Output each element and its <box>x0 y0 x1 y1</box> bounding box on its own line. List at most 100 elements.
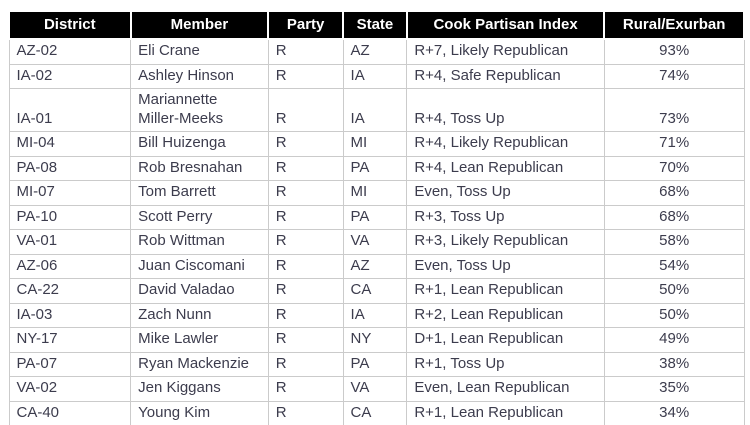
cell-state: PA <box>342 351 408 377</box>
cell-cook-partisan-index: R+3, Likely Republican <box>406 229 605 255</box>
cell-party: R <box>267 351 344 377</box>
cell-rural-exurban: 58% <box>603 229 745 255</box>
cell-rural-exurban: 68% <box>603 180 745 206</box>
cell-state: MI <box>342 131 408 157</box>
cell-rural-exurban: 70% <box>603 155 745 181</box>
cell-party: R <box>267 278 344 304</box>
cell-district: VA-01 <box>8 229 132 255</box>
cell-state: PA <box>342 204 408 230</box>
table-row: PA-08 Rob Bresnahan R PA R+4, Lean Republica… <box>8 155 745 181</box>
cell-member: Eli Crane <box>130 38 269 65</box>
cell-member: Rob Bresnahan <box>130 155 269 181</box>
cell-district: IA-02 <box>8 63 132 89</box>
cell-member: Jen Kiggans <box>130 376 269 402</box>
cell-cook-partisan-index: R+4, Likely Republican <box>406 131 605 157</box>
cell-cook-partisan-index: R+1, Toss Up <box>406 351 605 377</box>
cell-cook-partisan-index: R+1, Lean Republican <box>406 400 605 425</box>
cell-cook-partisan-index: R+1, Lean Republican <box>406 278 605 304</box>
cell-rural-exurban: 50% <box>603 302 745 328</box>
cell-cook-partisan-index: Even, Toss Up <box>406 253 605 279</box>
cell-state: IA <box>342 302 408 328</box>
cell-district: PA-08 <box>8 155 132 181</box>
cell-member: Rob Wittman <box>130 229 269 255</box>
cell-district: MI-04 <box>8 131 132 157</box>
cell-rural-exurban: 68% <box>603 204 745 230</box>
cell-party: R <box>267 38 344 65</box>
cell-member: Mariannette Miller-Meeks <box>130 88 269 132</box>
cell-rural-exurban: 54% <box>603 253 745 279</box>
cell-state: IA <box>342 63 408 89</box>
cell-cook-partisan-index: R+4, Safe Republican <box>406 63 605 89</box>
cell-cook-partisan-index: R+2, Lean Republican <box>406 302 605 328</box>
table-row: IA-03 Zach Nunn R IA R+2, Lean Republican 50% <box>8 302 745 328</box>
cell-member: Bill Huizenga <box>130 131 269 157</box>
column-header-member: Member <box>129 10 270 40</box>
cell-member: Zach Nunn <box>130 302 269 328</box>
cell-party: R <box>267 400 344 425</box>
cell-district: AZ-02 <box>8 38 132 65</box>
cell-district: CA-22 <box>8 278 132 304</box>
cell-state: PA <box>342 155 408 181</box>
cell-member: Ashley Hinson <box>130 63 269 89</box>
cell-party: R <box>267 131 344 157</box>
table-row: PA-07 Ryan Mackenzie R PA R+1, Toss Up 38% <box>8 351 745 377</box>
table-row: MI-04 Bill Huizenga R MI R+4, Likely Republi… <box>8 131 745 157</box>
cell-party: R <box>267 253 344 279</box>
cell-district: CA-40 <box>8 400 132 425</box>
column-header-party: Party <box>267 10 345 40</box>
table-row: VA-01 Rob Wittman R VA R+3, Likely Republica… <box>8 229 745 255</box>
cell-cook-partisan-index: R+7, Likely Republican <box>406 38 605 65</box>
cell-party: R <box>267 302 344 328</box>
header-row: District Member Party State Cook Partisa… <box>8 10 745 40</box>
cell-state: AZ <box>342 253 408 279</box>
column-header-district: District <box>8 10 132 40</box>
cell-cook-partisan-index: Even, Toss Up <box>406 180 605 206</box>
cell-member: Scott Perry <box>130 204 269 230</box>
table-row: NY-17 Mike Lawler R NY D+1, Lean Republican 4… <box>8 327 745 353</box>
column-header-state: State <box>342 10 408 40</box>
cell-rural-exurban: 38% <box>603 351 745 377</box>
house-members-table: District Member Party State Cook Partisa… <box>8 10 745 425</box>
cell-cook-partisan-index: Even, Lean Republican <box>406 376 605 402</box>
table-row: IA-01 Mariannette Miller-Meeks R IA R+4, Tos… <box>8 88 745 132</box>
cell-party: R <box>267 229 344 255</box>
column-header-cook-partisan-index: Cook Partisan Index <box>405 10 606 40</box>
cell-rural-exurban: 50% <box>603 278 745 304</box>
cell-district: PA-07 <box>8 351 132 377</box>
cell-cook-partisan-index: R+4, Toss Up <box>406 88 605 132</box>
cell-state: MI <box>342 180 408 206</box>
cell-member: Mike Lawler <box>130 327 269 353</box>
cell-member: Ryan Mackenzie <box>130 351 269 377</box>
table-row: AZ-06 Juan Ciscomani R AZ Even, Toss Up 54% <box>8 253 745 279</box>
table-row: AZ-02 Eli Crane R AZ R+7, Likely Republican 9… <box>8 38 745 65</box>
cell-member: Young Kim <box>130 400 269 425</box>
column-header-rural-exurban: Rural/Exurban <box>603 10 745 40</box>
cell-rural-exurban: 73% <box>603 88 745 132</box>
cell-state: NY <box>342 327 408 353</box>
table-row: MI-07 Tom Barrett R MI Even, Toss Up 68% <box>8 180 745 206</box>
cell-district: NY-17 <box>8 327 132 353</box>
cell-state: VA <box>342 376 408 402</box>
cell-state: IA <box>342 88 408 132</box>
table-body: AZ-02 Eli Crane R AZ R+7, Likely Republican 9… <box>8 38 745 425</box>
cell-rural-exurban: 49% <box>603 327 745 353</box>
table-row: VA-02 Jen Kiggans R VA Even, Lean Republican… <box>8 376 745 402</box>
page: District Member Party State Cook Partisa… <box>0 10 750 425</box>
cell-party: R <box>267 63 344 89</box>
table-row: CA-40 Young Kim R CA R+1, Lean Republican 34% <box>8 400 745 425</box>
cell-rural-exurban: 93% <box>603 38 745 65</box>
cell-rural-exurban: 35% <box>603 376 745 402</box>
cell-district: MI-07 <box>8 180 132 206</box>
cell-party: R <box>267 88 344 132</box>
cell-party: R <box>267 376 344 402</box>
cell-party: R <box>267 327 344 353</box>
cell-state: VA <box>342 229 408 255</box>
cell-party: R <box>267 204 344 230</box>
cell-party: R <box>267 180 344 206</box>
cell-member: Juan Ciscomani <box>130 253 269 279</box>
cell-rural-exurban: 34% <box>603 400 745 425</box>
cell-state: CA <box>342 278 408 304</box>
table-row: IA-02 Ashley Hinson R IA R+4, Safe Republica… <box>8 63 745 89</box>
cell-state: AZ <box>342 38 408 65</box>
cell-member: Tom Barrett <box>130 180 269 206</box>
